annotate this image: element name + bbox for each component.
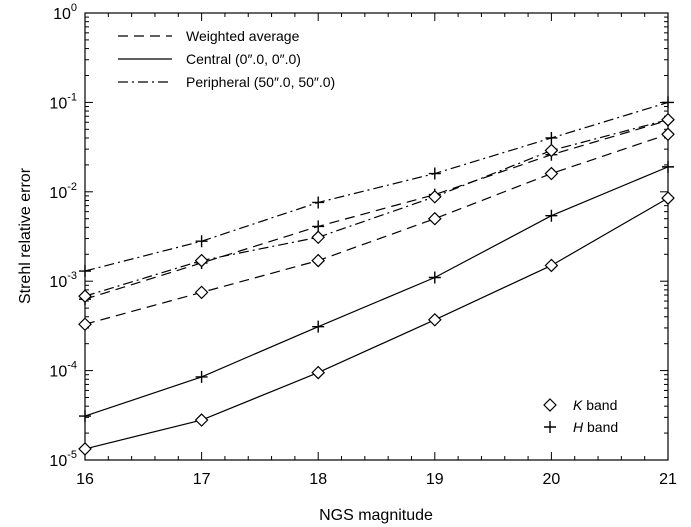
data-point-diamond <box>194 253 209 268</box>
data-point-diamond <box>78 317 92 332</box>
y-tick-label: 10-3 <box>49 270 77 291</box>
data-point-diamond <box>661 112 675 127</box>
series-dashdot-plus <box>79 96 674 278</box>
plot-frame <box>84 12 669 461</box>
data-point-diamond <box>311 365 326 380</box>
data-point-plus <box>312 196 325 209</box>
data-point-plus <box>79 265 91 278</box>
series-line <box>84 133 669 325</box>
data-point-diamond <box>194 285 209 300</box>
series-solid-plus <box>79 160 674 423</box>
x-tick-label: 17 <box>193 471 211 488</box>
series-dashdot-diamond <box>78 112 675 304</box>
y-tick-label: 100 <box>53 2 77 23</box>
data-point-diamond <box>78 442 92 456</box>
y-tick-label: 10-1 <box>49 91 77 112</box>
series-dashed-diamond <box>78 127 675 332</box>
legend-marker-plus <box>544 421 556 433</box>
y-axis-title: Strehl relative error <box>17 167 34 304</box>
data-point-plus <box>79 410 91 423</box>
data-point-plus <box>545 209 558 222</box>
series-line <box>84 166 669 417</box>
data-point-plus <box>428 167 441 180</box>
series-line <box>84 197 669 450</box>
x-tick-label: 18 <box>309 471 327 488</box>
data-point-diamond <box>544 258 559 273</box>
data-point-diamond <box>194 413 209 427</box>
legend-band-label: K band <box>573 397 617 413</box>
data-point-diamond <box>661 127 675 142</box>
x-tick-label: 20 <box>543 471 561 488</box>
data-point-plus <box>312 320 325 333</box>
data-point-plus <box>428 271 441 284</box>
data-point-diamond <box>311 253 326 268</box>
series-layer <box>78 96 675 456</box>
data-point-diamond <box>427 211 442 226</box>
legend-label: Peripheral (50″.0, 50″.0) <box>186 74 335 90</box>
data-point-diamond <box>311 230 326 245</box>
legend-marker-diamond <box>543 398 557 412</box>
data-point-plus <box>195 370 208 383</box>
legend: Weighted average Central (0″.0, 0″.0) Peri… <box>118 28 618 435</box>
y-tick-label: 10-2 <box>49 181 77 202</box>
axis-ticks <box>84 12 669 461</box>
data-point-plus <box>662 160 674 173</box>
data-point-plus <box>195 235 208 248</box>
series-dashed-plus <box>79 114 674 306</box>
y-tick-label: 10-5 <box>49 449 77 470</box>
tick-labels: 16 17 18 19 20 21 10-5 10-4 10-3 10-2 10-1 100 <box>49 2 677 488</box>
data-point-plus <box>545 131 558 144</box>
x-tick-label: 16 <box>76 471 94 488</box>
x-axis-title: NGS magnitude <box>319 507 433 524</box>
data-point-diamond <box>661 191 675 205</box>
x-tick-label: 21 <box>659 471 677 488</box>
y-tick-label: 10-4 <box>49 360 77 381</box>
series-line <box>84 119 669 300</box>
series-line <box>84 101 669 272</box>
data-point-plus <box>662 96 674 109</box>
data-point-diamond <box>544 166 559 181</box>
data-point-plus <box>312 220 325 233</box>
legend-label: Weighted average <box>186 28 300 44</box>
legend-band-label: H band <box>573 419 618 435</box>
series-solid-diamond <box>78 191 675 456</box>
x-tick-label: 19 <box>426 471 444 488</box>
legend-label: Central (0″.0, 0″.0) <box>186 51 301 67</box>
data-point-diamond <box>78 289 92 304</box>
data-point-diamond <box>427 189 442 204</box>
data-point-diamond <box>427 312 442 327</box>
data-point-diamond <box>544 143 559 158</box>
series-line <box>84 119 669 297</box>
